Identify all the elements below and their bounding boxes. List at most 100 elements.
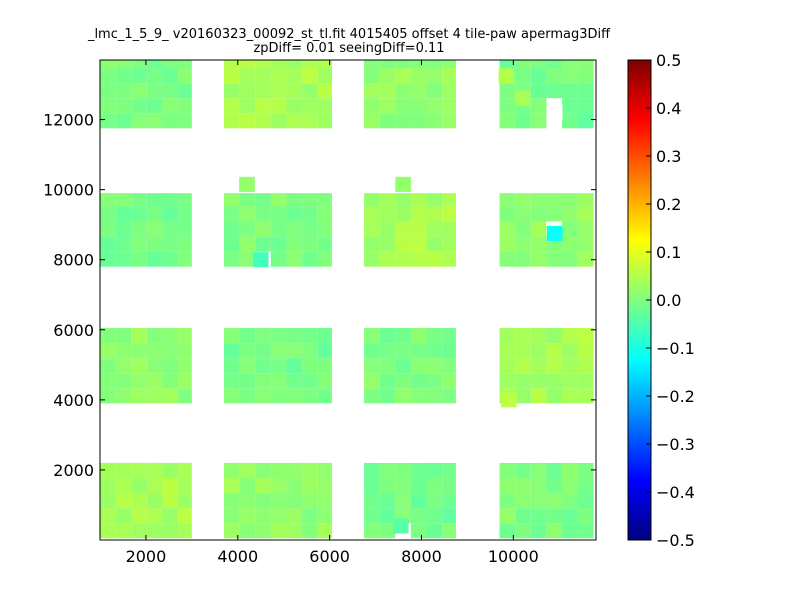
- heatmap-cell: [131, 68, 147, 84]
- y-tick-label: 4000: [53, 391, 94, 410]
- heatmap-cell: [410, 221, 427, 237]
- heatmap-cell: [131, 508, 147, 524]
- heatmap-cell: [562, 68, 578, 84]
- y-tick-label: 10000: [43, 181, 94, 200]
- heatmap-cell: [426, 68, 443, 84]
- heatmap-cell: [530, 60, 547, 69]
- heatmap-cell: [410, 193, 427, 207]
- heatmap-cell: [302, 68, 318, 84]
- heatmap-cell: [162, 388, 179, 404]
- heatmap-cell: [162, 251, 179, 267]
- heatmap-cell: [442, 343, 456, 359]
- heatmap-cell: [442, 113, 456, 129]
- heatmap-cell: [302, 221, 318, 237]
- heatmap-cell: [442, 206, 456, 222]
- heatmap-cell: [162, 523, 179, 539]
- heatmap-cell: [255, 83, 271, 99]
- heatmap-cell: [562, 251, 578, 267]
- heatmap-cell: [131, 373, 147, 389]
- heatmap-cell: [426, 373, 443, 389]
- heatmap-cell: [270, 508, 287, 524]
- heatmap-cell: [395, 251, 411, 267]
- heatmap-cell: [317, 328, 332, 344]
- heatmap-cell: [146, 193, 163, 207]
- heatmap-cell: [224, 508, 240, 524]
- heatmap-cell: [115, 98, 132, 114]
- heatmap-cell: [530, 83, 547, 99]
- heatmap-cell: [162, 477, 179, 494]
- heatmap-cell: [302, 462, 318, 478]
- heatmap-cell: [395, 206, 411, 222]
- heatmap-cell: [100, 523, 116, 539]
- heatmap-cell: [178, 523, 192, 539]
- heatmap-cell: [364, 328, 380, 344]
- heatmap-cell: [255, 462, 271, 478]
- heatmap-cell: [270, 477, 287, 494]
- heatmap-cell: [270, 60, 287, 69]
- heatmap-cell: [115, 60, 132, 69]
- heatmap-cell: [286, 508, 303, 524]
- heatmap-cell: [178, 68, 192, 84]
- heatmap-cell: [317, 83, 332, 99]
- heatmap-cell: [426, 60, 443, 69]
- heatmap-cell: [546, 477, 563, 494]
- heatmap-cell: [410, 343, 427, 359]
- heatmap-cell: [317, 523, 332, 539]
- heatmap-cell: [178, 373, 192, 389]
- heatmap-cell: [162, 508, 179, 524]
- heatmap-cell: [410, 523, 427, 539]
- heatmap-cell: [224, 493, 240, 509]
- heatmap-cell: [115, 193, 132, 207]
- heatmap-cell: [515, 373, 531, 389]
- heatmap-cell: [499, 113, 516, 129]
- heatmap-cell: [410, 508, 427, 524]
- heatmap-cell: [577, 462, 594, 478]
- heatmap-cell: [426, 462, 443, 478]
- heatmap-cell: [364, 98, 380, 114]
- heatmap-cell: [426, 251, 443, 267]
- heatmap-cell: [302, 373, 318, 389]
- heatmap-cell: [379, 508, 396, 524]
- heatmap-cell: [286, 328, 303, 344]
- heatmap-cell: [146, 328, 163, 344]
- heatmap-cell: [286, 206, 303, 222]
- heatmap-cell: [577, 60, 594, 69]
- colorbar-tick-label: −0.4: [656, 483, 695, 502]
- heatmap-cell: [426, 193, 443, 207]
- heatmap-cell: [546, 523, 563, 539]
- heatmap-cell: [255, 206, 271, 222]
- heatmap-cell: [100, 493, 116, 509]
- heatmap-cell: [146, 68, 163, 84]
- heatmap-cell: [270, 493, 287, 509]
- heatmap-cell: [410, 60, 427, 69]
- heatmap-cell: [255, 68, 271, 84]
- heatmap-cell: [364, 60, 380, 69]
- heatmap-cell: [546, 358, 563, 374]
- heatmap-cell: [515, 477, 531, 494]
- heatmap-cell: [255, 328, 271, 344]
- heatmap-cell: [500, 392, 517, 408]
- plot-frame: [99, 59, 597, 541]
- heatmap-cell: [499, 193, 516, 207]
- heatmap-cell: [178, 83, 192, 99]
- heatmap-cell: [286, 113, 303, 129]
- heatmap-cell: [426, 477, 443, 494]
- heatmap-cell: [577, 251, 594, 267]
- heatmap-cell: [270, 251, 287, 267]
- chart-title: _lmc_1_5_9_ v20160323_00092_st_tl.fit 40…: [87, 27, 611, 42]
- heatmap-cell: [442, 462, 456, 478]
- heatmap-cell: [393, 518, 409, 534]
- heatmap-cell: [100, 68, 116, 84]
- heatmap-cell: [515, 523, 531, 539]
- heatmap-cell: [302, 251, 318, 267]
- heatmap-cell: [562, 98, 578, 114]
- heatmap-cell: [255, 113, 271, 129]
- heatmap-cell: [239, 113, 256, 129]
- heatmap-cell: [499, 343, 516, 359]
- heatmap-cell: [317, 98, 332, 114]
- heatmap-cell: [115, 388, 132, 404]
- heatmap-cell: [239, 343, 256, 359]
- heatmap-cell: [515, 388, 531, 404]
- heatmap-cell: [442, 328, 456, 344]
- heatmap-cell: [317, 68, 332, 84]
